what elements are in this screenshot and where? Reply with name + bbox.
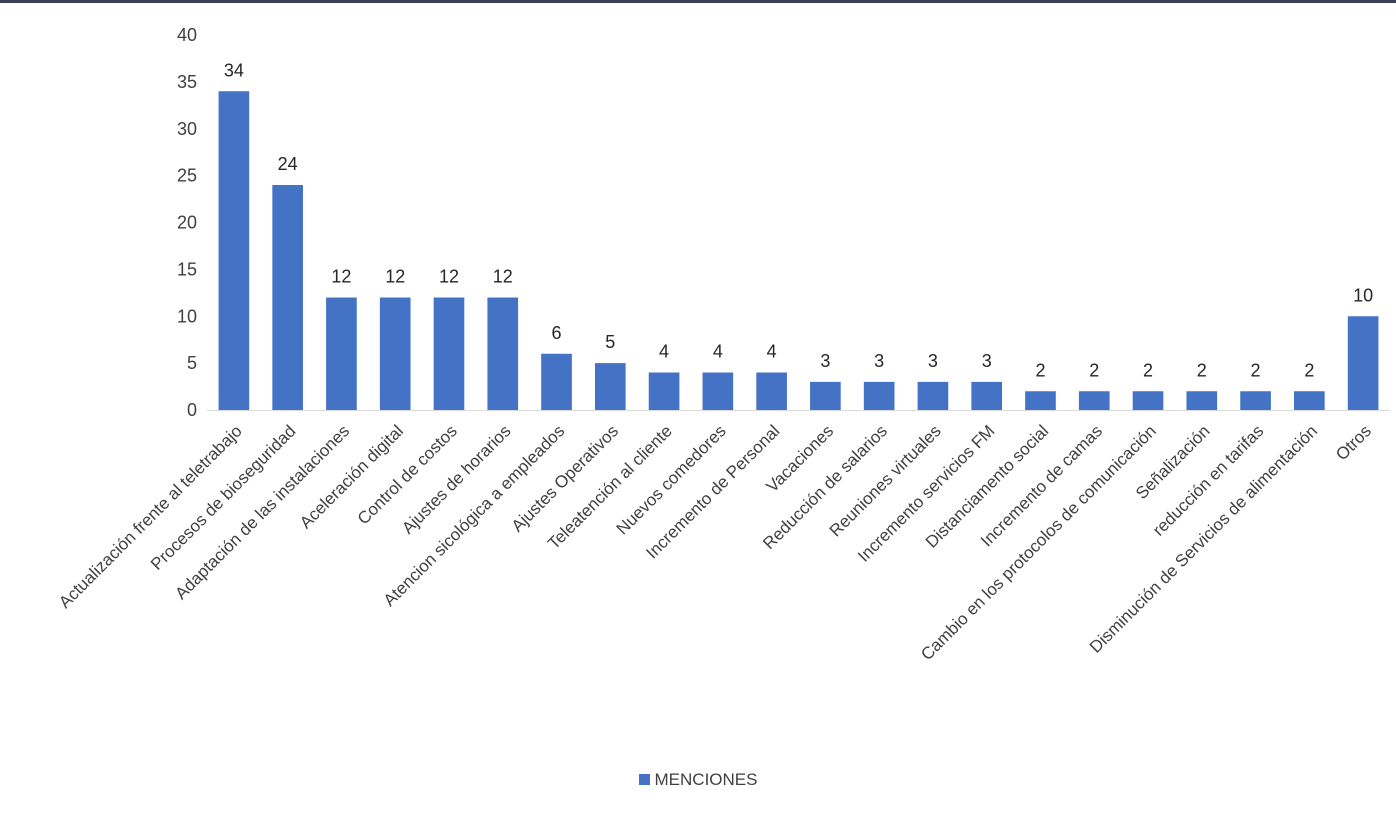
data-label: 2 — [1304, 360, 1314, 380]
bar — [756, 372, 787, 410]
bar — [272, 185, 303, 410]
data-label: 12 — [493, 267, 513, 287]
y-tick-label: 5 — [187, 353, 197, 373]
data-label: 3 — [982, 351, 992, 371]
data-label: 2 — [1089, 360, 1099, 380]
y-tick-label: 0 — [187, 400, 197, 420]
data-label: 5 — [605, 332, 615, 352]
y-tick-label: 10 — [177, 306, 197, 326]
data-label: 2 — [1197, 360, 1207, 380]
bar — [917, 381, 949, 410]
bar — [1132, 391, 1164, 410]
bar — [863, 381, 895, 410]
data-label: 10 — [1353, 285, 1373, 305]
bar — [702, 372, 734, 410]
bar — [1294, 391, 1325, 410]
bar — [433, 297, 465, 410]
bar — [541, 353, 572, 410]
bar — [810, 381, 841, 410]
bar — [326, 297, 357, 410]
y-tick-label: 15 — [177, 259, 197, 279]
top-rule — [0, 0, 1396, 3]
data-label: 12 — [385, 267, 405, 287]
y-tick-label: 30 — [177, 119, 197, 139]
bar-chart: 0 5 10 15 20 25 30 35 40 34 24 12 12 12 12 6 5 4 4 4 3 3 3 3 2 2… — [55, 25, 1390, 664]
legend-swatch — [638, 774, 650, 785]
y-axis-ticks: 0 5 10 15 20 25 30 35 40 — [177, 25, 197, 420]
bar — [1078, 391, 1110, 410]
legend-label: MENCIONES — [654, 770, 758, 789]
bar — [1240, 391, 1271, 410]
data-label: 3 — [874, 351, 884, 371]
legend: MENCIONES — [0, 770, 1396, 790]
bar — [487, 297, 519, 410]
data-label: 2 — [1035, 360, 1045, 380]
data-label: 4 — [713, 342, 723, 362]
data-label: 4 — [767, 342, 777, 362]
data-label: 3 — [928, 351, 938, 371]
data-label: 4 — [659, 342, 669, 362]
bar — [1186, 391, 1218, 410]
bar — [218, 91, 250, 410]
data-label: 3 — [820, 351, 830, 371]
data-label: 2 — [1143, 360, 1153, 380]
bars — [218, 91, 1379, 410]
bar — [971, 381, 1003, 410]
bar — [648, 372, 680, 410]
category-label: Otros — [1332, 421, 1375, 464]
data-label: 2 — [1251, 360, 1261, 380]
category-label: Control de costos — [354, 421, 461, 528]
data-labels: 34 24 12 12 12 12 6 5 4 4 4 3 3 3 3 2 2 2 2 2 2 10 — [224, 60, 1373, 380]
y-tick-label: 35 — [177, 72, 197, 92]
data-label: 12 — [331, 267, 351, 287]
bar — [379, 297, 411, 410]
category-labels: Actualización frente al teletrabajoProce… — [55, 421, 1375, 664]
data-label: 24 — [278, 154, 298, 174]
data-label: 34 — [224, 60, 244, 80]
category-label: Aceleración digital — [296, 421, 407, 532]
y-tick-label: 20 — [177, 213, 197, 233]
y-tick-label: 25 — [177, 166, 197, 186]
bar — [1347, 316, 1379, 410]
y-tick-label: 40 — [177, 25, 197, 45]
bar — [594, 363, 626, 410]
data-label: 12 — [439, 267, 459, 287]
bar — [1025, 391, 1056, 410]
data-label: 6 — [552, 323, 562, 343]
